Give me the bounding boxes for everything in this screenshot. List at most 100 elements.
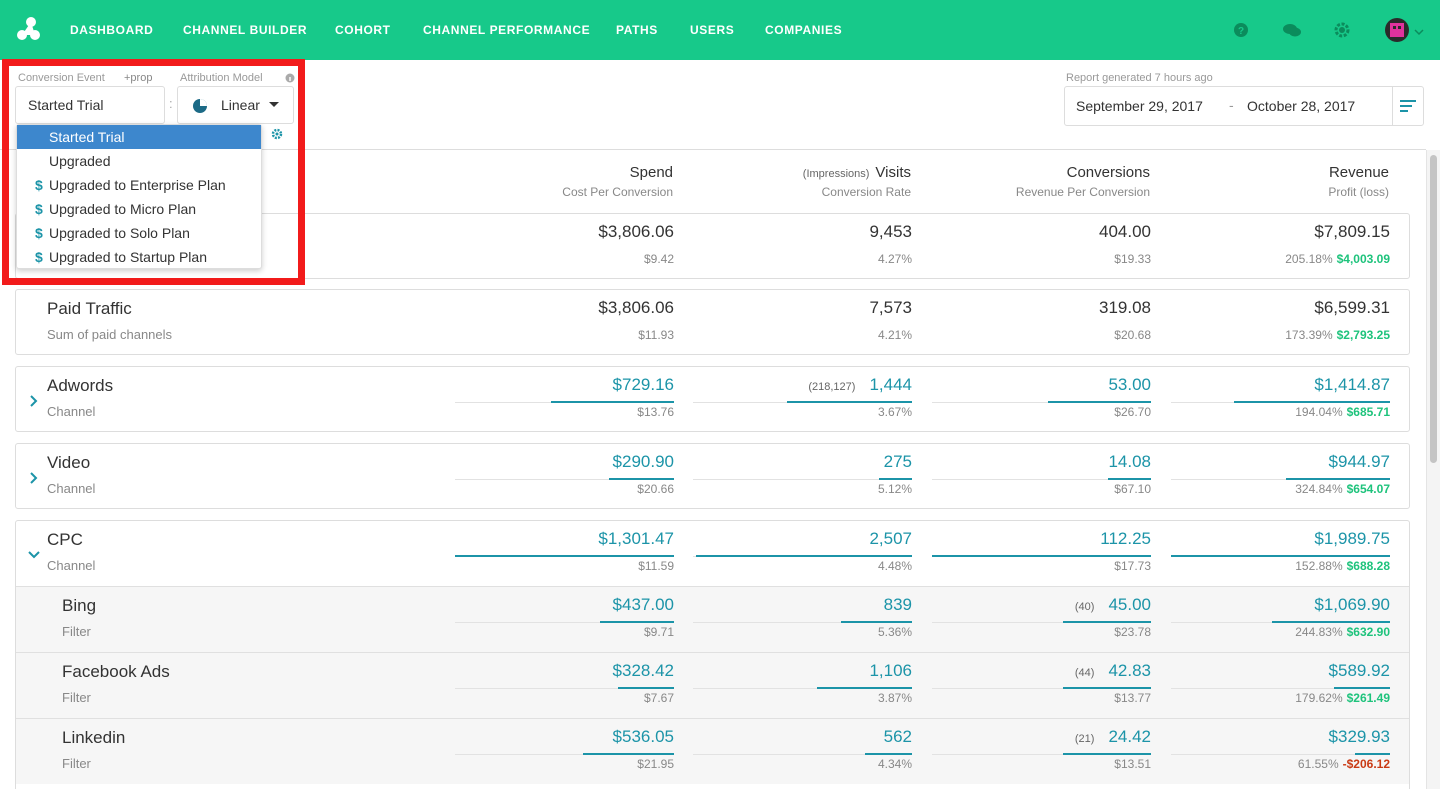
cell-value: $536.05 <box>374 727 674 747</box>
cell-sub: $21.95 <box>374 757 674 771</box>
value: $1,989.75 <box>1314 529 1390 548</box>
nav-item[interactable]: CHANNEL BUILDER <box>183 23 308 37</box>
bar <box>1355 753 1390 755</box>
value: $437.00 <box>612 595 674 614</box>
dropdown-menu: Started Trial Upgraded $ Upgraded to Enterp… <box>16 124 262 269</box>
column-subtitle: Revenue Per Conversion <box>1015 185 1150 199</box>
value: 45.00 <box>1108 595 1151 614</box>
bar-track <box>932 688 1151 689</box>
column-subtitle: Profit (loss) <box>1328 185 1389 199</box>
cell-sub: $17.73 <box>851 559 1151 573</box>
cell-value: 1,106 <box>612 661 912 681</box>
child-row: Facebook Ads Filter $328.42 $7.67 1,106 3.87%… <box>16 652 1409 718</box>
bar <box>583 753 674 755</box>
cell-note: (40) <box>1074 601 1095 613</box>
child-row: Bing Filter $437.00 $9.71 839 5.36% (40) 45.00 $… <box>16 586 1409 652</box>
expand-chevron[interactable] <box>27 471 41 485</box>
dropdown-option[interactable]: $ Upgraded to Startup Plan <box>17 245 261 269</box>
row-name: Linkedin <box>62 728 126 747</box>
svg-text:?: ? <box>1238 26 1244 37</box>
bar <box>879 478 912 480</box>
dropdown-option[interactable]: Upgraded <box>17 149 261 173</box>
nav-item[interactable]: COMPANIES <box>765 23 843 37</box>
value: $944.97 <box>1328 452 1390 471</box>
dropdown-option[interactable]: $ Upgraded to Enterprise Plan <box>17 173 261 197</box>
help-icon[interactable]: ? <box>1233 22 1249 38</box>
info-icon[interactable] <box>285 73 295 83</box>
sub-value: 244.83% <box>1295 625 1343 639</box>
dropdown-option[interactable]: Started Trial <box>17 125 261 149</box>
profit: $4,003.09 <box>1336 252 1390 266</box>
bar <box>1063 753 1151 755</box>
cell-value: $6,599.31 <box>1090 298 1390 318</box>
cell-sub: 3.67% <box>612 405 912 419</box>
row-name: Paid Traffic <box>47 299 132 318</box>
nav-item[interactable]: PATHS <box>616 23 658 37</box>
row-kind: Channel <box>47 481 96 496</box>
scrollbar[interactable] <box>1426 150 1440 789</box>
currency-marker: $ <box>35 177 43 193</box>
cell-sub: 205.18% $4,003.09 <box>1090 252 1390 266</box>
avatar[interactable] <box>1384 17 1428 45</box>
cell-sub: $11.93 <box>374 328 674 342</box>
value: $6,599.31 <box>1314 298 1390 317</box>
sub-value: $13.77 <box>1114 691 1151 705</box>
profit: -$206.12 <box>1342 757 1390 771</box>
bar-track <box>932 754 1151 755</box>
date-range[interactable]: September 29, 2017 - October 28, 2017 <box>1064 86 1424 126</box>
bar <box>1286 478 1390 480</box>
attribution-model-label: Attribution Model <box>180 72 263 84</box>
cell-value: $328.42 <box>374 661 674 681</box>
sub-value: $13.76 <box>637 405 674 419</box>
currency-marker: $ <box>35 225 43 241</box>
sub-value: $9.71 <box>643 625 674 639</box>
cell-sub: $11.59 <box>374 559 674 573</box>
bar-track <box>455 479 674 480</box>
attribution-select[interactable]: Linear <box>177 86 294 124</box>
cell-sub: 324.84% $654.07 <box>1090 482 1390 496</box>
value: $536.05 <box>612 727 674 746</box>
sub-value: $67.10 <box>1114 482 1151 496</box>
conversion-event-input[interactable]: Started Trial <box>15 86 165 124</box>
sort-icon[interactable] <box>1400 99 1416 113</box>
gear-icon[interactable] <box>271 128 283 140</box>
nav-item[interactable]: DASHBOARD <box>70 23 154 37</box>
cell-value: 839 <box>612 595 912 615</box>
nav-item[interactable]: USERS <box>690 23 735 37</box>
dropdown-option[interactable]: $ Upgraded to Micro Plan <box>17 197 261 221</box>
chat-icon[interactable] <box>1282 22 1302 38</box>
nav-item[interactable]: COHORT <box>335 23 391 37</box>
cell-value: 319.08 <box>851 298 1151 318</box>
settings-icon[interactable] <box>1334 22 1350 38</box>
logo[interactable] <box>14 14 44 44</box>
scroll-thumb[interactable] <box>1430 155 1437 463</box>
prop-link[interactable]: +prop <box>124 72 153 84</box>
column-subtitle: Cost Per Conversion <box>562 185 673 199</box>
nav-item[interactable]: CHANNEL PERFORMANCE <box>423 23 591 37</box>
row-name: Video <box>47 453 91 472</box>
highlight-box <box>2 59 305 285</box>
value: 404.00 <box>1099 222 1151 241</box>
value: 112.25 <box>1100 529 1151 548</box>
value: $3,806.06 <box>598 222 674 241</box>
cell-value: $944.97 <box>1090 452 1390 472</box>
value: 1,106 <box>869 661 912 680</box>
dropdown-option[interactable]: $ Upgraded to Solo Plan <box>17 221 261 245</box>
row-name: Adwords <box>47 376 114 395</box>
cell-value: (21) 24.42 <box>851 727 1151 747</box>
expand-chevron[interactable] <box>27 394 41 408</box>
cell-sub: 5.12% <box>612 482 912 496</box>
column-header: Spend <box>373 164 673 181</box>
cell-value: 7,573 <box>612 298 912 318</box>
column-header: (Impressions) Visits <box>611 164 911 181</box>
value: 7,573 <box>869 298 912 317</box>
cell-sub: $26.70 <box>851 405 1151 419</box>
pie-icon <box>193 99 207 113</box>
cell-value: 112.25 <box>851 529 1151 549</box>
cell-sub: 61.55% -$206.12 <box>1090 757 1390 771</box>
end-date: October 28, 2017 <box>1247 98 1356 114</box>
expand-chevron[interactable] <box>27 548 41 562</box>
sub-value: $19.33 <box>1114 252 1151 266</box>
cell-value: 275 <box>612 452 912 472</box>
column-title: Visits <box>875 164 911 181</box>
